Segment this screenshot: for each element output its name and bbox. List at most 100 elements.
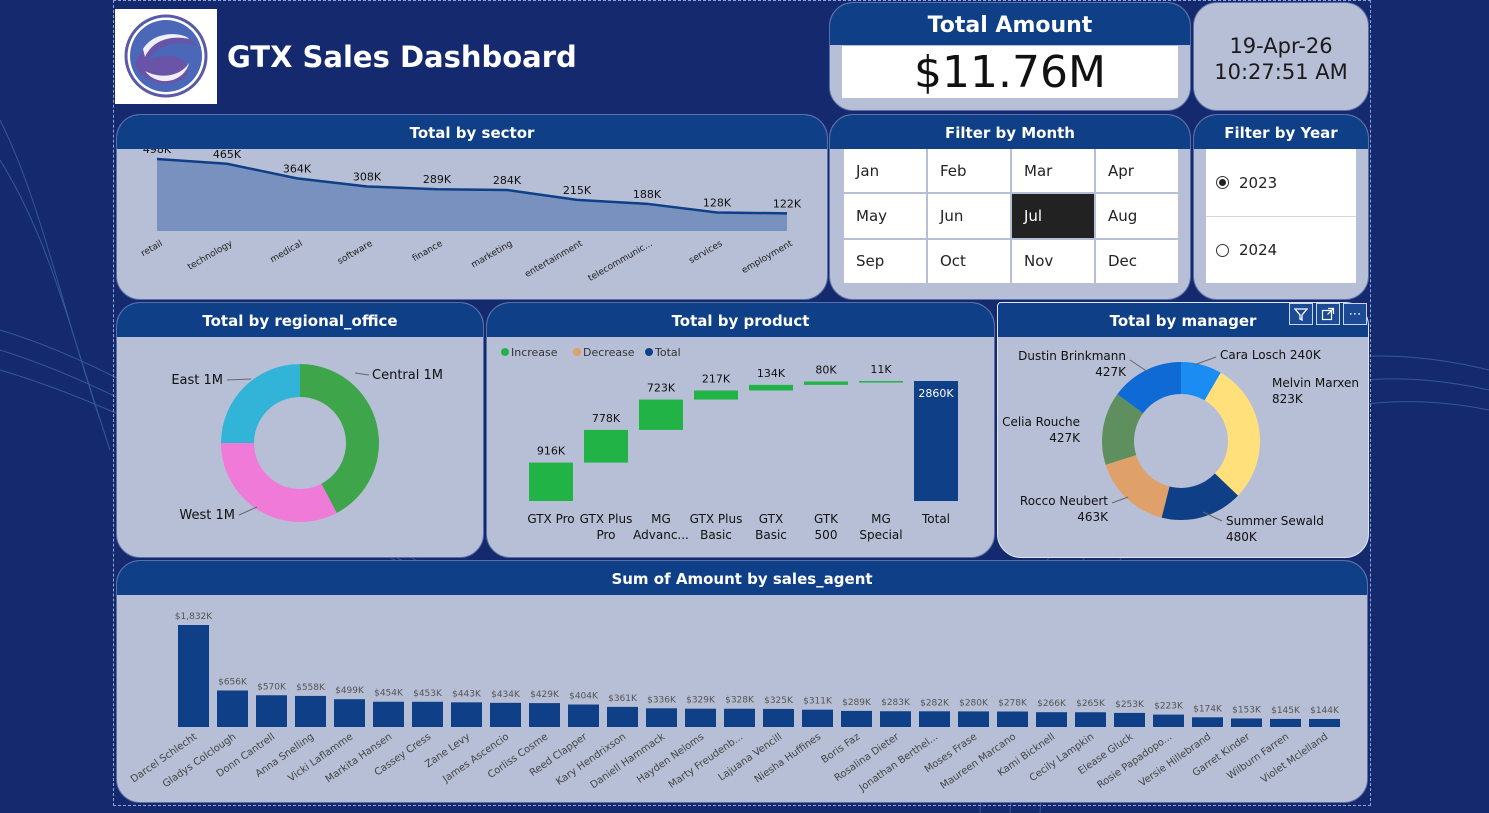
month-option-dec[interactable]: Dec bbox=[1096, 239, 1178, 283]
month-option-feb[interactable]: Feb bbox=[928, 149, 1010, 193]
sector-category-label: services bbox=[688, 239, 725, 266]
agent-bar bbox=[1036, 712, 1067, 727]
region-label: Central 1M bbox=[372, 368, 443, 383]
sector-category-label: finance bbox=[411, 239, 445, 264]
agent-data-label: $153K bbox=[1232, 705, 1262, 715]
manager-slice bbox=[1161, 473, 1239, 520]
total-amount-card[interactable]: Total Amount $11.76M bbox=[829, 2, 1191, 111]
year-option-2023[interactable]: 2023 bbox=[1206, 149, 1356, 216]
manager-chart-card[interactable]: Total by manager Cara Losch 240K Melvin M… bbox=[997, 302, 1369, 558]
product-data-label: 916K bbox=[537, 445, 566, 458]
month-option-jan[interactable]: Jan bbox=[844, 149, 926, 193]
filter-icon[interactable] bbox=[1289, 303, 1313, 325]
sales-agent-chart-card[interactable]: Sum of Amount by sales_agent $1,832K Darc… bbox=[116, 560, 1368, 803]
agent-data-label: $443K bbox=[452, 689, 482, 699]
sales-agent-chart-title: Sum of Amount by sales_agent bbox=[117, 561, 1367, 595]
manager-slice bbox=[1204, 372, 1260, 496]
manager-slice bbox=[1181, 362, 1221, 401]
product-category-label: Advanc... bbox=[633, 528, 689, 542]
manager-label: 427K bbox=[1095, 365, 1127, 379]
sector-area-line bbox=[156, 157, 788, 215]
agent-category-label: Violet Mclelland bbox=[1259, 731, 1330, 785]
agent-bar bbox=[997, 711, 1028, 727]
region-leader-line bbox=[354, 372, 370, 376]
sector-area-fill bbox=[157, 159, 787, 231]
product-chart-card[interactable]: Total by product Increase Decrease Total 91… bbox=[486, 302, 995, 558]
agent-category-label: James Ascencio bbox=[440, 731, 511, 785]
month-option-jun[interactable]: Jun bbox=[928, 194, 1010, 238]
sector-category-label: software bbox=[336, 239, 375, 267]
legend-label: Increase bbox=[511, 346, 558, 359]
region-slice bbox=[300, 364, 379, 513]
month-option-may[interactable]: May bbox=[844, 194, 926, 238]
agent-bar bbox=[256, 695, 287, 727]
month-option-jul[interactable]: Jul bbox=[1012, 194, 1094, 238]
manager-label: Melvin Marxen bbox=[1272, 376, 1359, 390]
agent-bar bbox=[1153, 714, 1184, 727]
agent-bar bbox=[295, 695, 326, 727]
product-category-label: GTX Pro bbox=[527, 512, 574, 526]
agent-data-label: $174K bbox=[1193, 704, 1223, 714]
agent-data-label: $325K bbox=[764, 696, 794, 706]
agent-bar bbox=[451, 702, 482, 727]
current-time: 10:27:51 AM bbox=[1214, 60, 1348, 84]
agent-category-label: Versie Hillebrand bbox=[1137, 731, 1213, 789]
month-option-sep[interactable]: Sep bbox=[844, 239, 926, 283]
product-category-label: 500 bbox=[815, 528, 838, 542]
region-leader-line bbox=[226, 378, 252, 381]
report-canvas-border bbox=[113, 0, 1371, 806]
manager-label: Celia Rouche bbox=[1002, 415, 1080, 429]
manager-slice bbox=[1117, 362, 1181, 414]
sector-category-label: employment bbox=[740, 239, 795, 276]
manager-label: Cara Losch 240K bbox=[1220, 348, 1322, 362]
region-slice bbox=[221, 364, 300, 443]
agent-category-label: Gladys Colclough bbox=[161, 731, 238, 790]
agent-bar bbox=[763, 708, 794, 727]
agent-data-label: $404K bbox=[569, 692, 599, 702]
sector-data-label: 498K bbox=[143, 149, 172, 156]
region-label: West 1M bbox=[179, 508, 235, 523]
product-category-label: Pro bbox=[596, 528, 615, 542]
sector-data-label: 122K bbox=[773, 197, 802, 210]
agent-category-label: Niesha Huffines bbox=[753, 731, 824, 785]
focus-mode-icon[interactable] bbox=[1316, 303, 1340, 325]
month-option-nov[interactable]: Nov bbox=[1012, 239, 1094, 283]
year-option-2024[interactable]: 2024 bbox=[1206, 216, 1356, 283]
month-option-oct[interactable]: Oct bbox=[928, 239, 1010, 283]
product-category-label: Basic bbox=[700, 528, 732, 542]
manager-leader-line bbox=[1193, 356, 1217, 366]
month-option-apr[interactable]: Apr bbox=[1096, 149, 1178, 193]
agent-data-label: $336K bbox=[647, 695, 677, 705]
manager-leader-line bbox=[1111, 496, 1129, 504]
product-category-label: Special bbox=[859, 528, 902, 542]
manager-slice bbox=[1105, 455, 1170, 518]
more-options-icon[interactable]: ⋯ bbox=[1343, 303, 1367, 325]
agent-bar bbox=[1114, 712, 1145, 727]
radio-button-icon[interactable] bbox=[1216, 176, 1229, 189]
product-category-label: GTX bbox=[759, 512, 783, 526]
manager-label: 427K bbox=[1049, 431, 1081, 445]
product-waterfall-chart: Increase Decrease Total 916K GTX Pro 778K GTX … bbox=[501, 346, 958, 542]
sector-category-label: retail bbox=[140, 239, 165, 259]
year-slicer: 2023 2024 bbox=[1206, 149, 1356, 283]
product-data-label: 80K bbox=[815, 364, 837, 377]
total-amount-label: Total Amount bbox=[830, 3, 1190, 45]
product-category-label: MG bbox=[871, 512, 891, 526]
sector-chart-card[interactable]: Total by sector 498K retail 465K technology… bbox=[116, 114, 828, 300]
year-filter-card: Filter by Year 2023 2024 bbox=[1193, 114, 1369, 300]
regional-office-card[interactable]: Total by regional_office Central 1M West … bbox=[116, 302, 484, 558]
agent-bar bbox=[490, 702, 521, 727]
legend-marker bbox=[645, 348, 653, 356]
agent-bar bbox=[178, 625, 209, 727]
agent-data-label: $454K bbox=[374, 689, 404, 699]
month-option-aug[interactable]: Aug bbox=[1096, 194, 1178, 238]
manager-label: Rocco Neubert bbox=[1020, 494, 1108, 508]
agent-data-label: $329K bbox=[686, 696, 716, 706]
total-amount-value: $11.76M bbox=[842, 46, 1178, 98]
month-option-mar[interactable]: Mar bbox=[1012, 149, 1094, 193]
manager-label: Dustin Brinkmann bbox=[1018, 349, 1126, 363]
agent-category-label: Markita Hansen bbox=[324, 731, 394, 785]
radio-button-icon[interactable] bbox=[1216, 243, 1229, 257]
manager-label: 823K bbox=[1272, 392, 1304, 406]
product-category-label: GTX Plus bbox=[580, 512, 633, 526]
